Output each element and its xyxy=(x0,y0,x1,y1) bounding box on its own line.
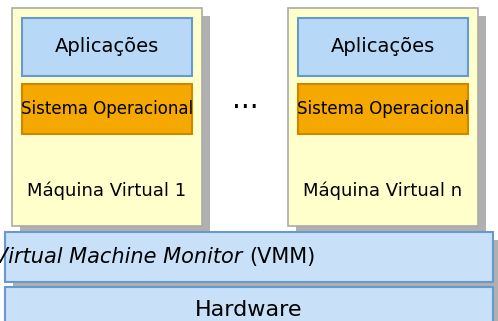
Bar xyxy=(22,18,192,76)
Bar xyxy=(22,84,192,134)
Text: Virtual Machine Monitor: Virtual Machine Monitor xyxy=(0,247,249,267)
Text: ...: ... xyxy=(232,86,258,114)
Text: Sistema Operacional: Sistema Operacional xyxy=(21,100,193,118)
Bar xyxy=(5,287,493,321)
Text: Sistema Operacional: Sistema Operacional xyxy=(297,100,469,118)
Text: Máquina Virtual n: Máquina Virtual n xyxy=(303,182,463,200)
Bar xyxy=(288,8,478,226)
Text: Aplicações: Aplicações xyxy=(331,38,435,56)
Bar xyxy=(20,16,210,234)
Text: Máquina Virtual 1: Máquina Virtual 1 xyxy=(27,182,187,200)
Bar xyxy=(5,232,493,282)
Bar xyxy=(296,16,486,234)
Text: Hardware: Hardware xyxy=(195,300,303,320)
Text: Aplicações: Aplicações xyxy=(55,38,159,56)
Bar xyxy=(12,8,202,226)
Text: (VMM): (VMM) xyxy=(249,247,315,267)
Bar xyxy=(13,240,498,321)
Bar xyxy=(298,84,468,134)
Bar xyxy=(298,18,468,76)
